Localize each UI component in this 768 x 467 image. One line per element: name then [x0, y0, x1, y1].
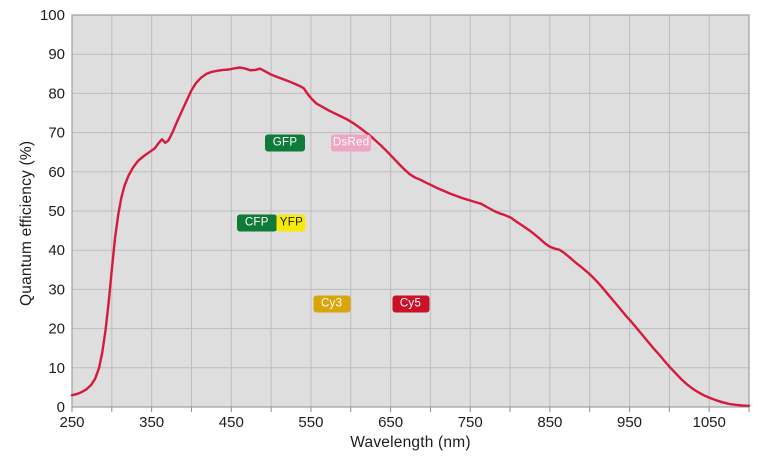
y-axis-title: Quantum efficiency (%): [18, 140, 35, 306]
y-tick-label: 70: [48, 125, 65, 142]
x-tick-label: 450: [219, 414, 244, 431]
y-tick-label: 80: [48, 85, 65, 102]
fluorophore-label-gfp: GFP: [265, 134, 306, 152]
y-tick-label: 40: [48, 242, 65, 259]
fluorophore-label-cy3: Cy3: [313, 295, 351, 312]
fluorophore-label-dsred: DsRed: [331, 134, 372, 152]
plot-border: [71, 14, 750, 408]
y-tick-label: 90: [48, 46, 65, 63]
y-tick-label: 60: [48, 164, 65, 181]
fluorophore-label-cfp: CFP: [236, 214, 277, 232]
x-tick-label: 650: [378, 414, 403, 431]
x-tick-label: 950: [617, 414, 642, 431]
x-tick-label: 550: [298, 414, 323, 431]
fluorophore-label-yfp: YFP: [276, 214, 306, 232]
x-tick-label: 1050: [692, 414, 725, 431]
y-tick-label: 0: [57, 399, 65, 416]
y-tick-label: 100: [40, 7, 65, 24]
y-tick-label: 50: [48, 203, 65, 220]
y-tick-label: 10: [48, 360, 65, 377]
x-tick-label: 250: [59, 414, 84, 431]
y-tick-label: 30: [48, 281, 65, 298]
qe-curve: [70, 66, 751, 407]
x-tick-label: 750: [458, 414, 483, 431]
fluorophore-label-cy5: Cy5: [392, 295, 429, 312]
x-tick-label: 850: [537, 414, 562, 431]
x-tick-label: 350: [139, 414, 164, 431]
x-axis-title: Wavelength (nm): [350, 434, 471, 451]
y-tick-label: 20: [48, 321, 65, 338]
